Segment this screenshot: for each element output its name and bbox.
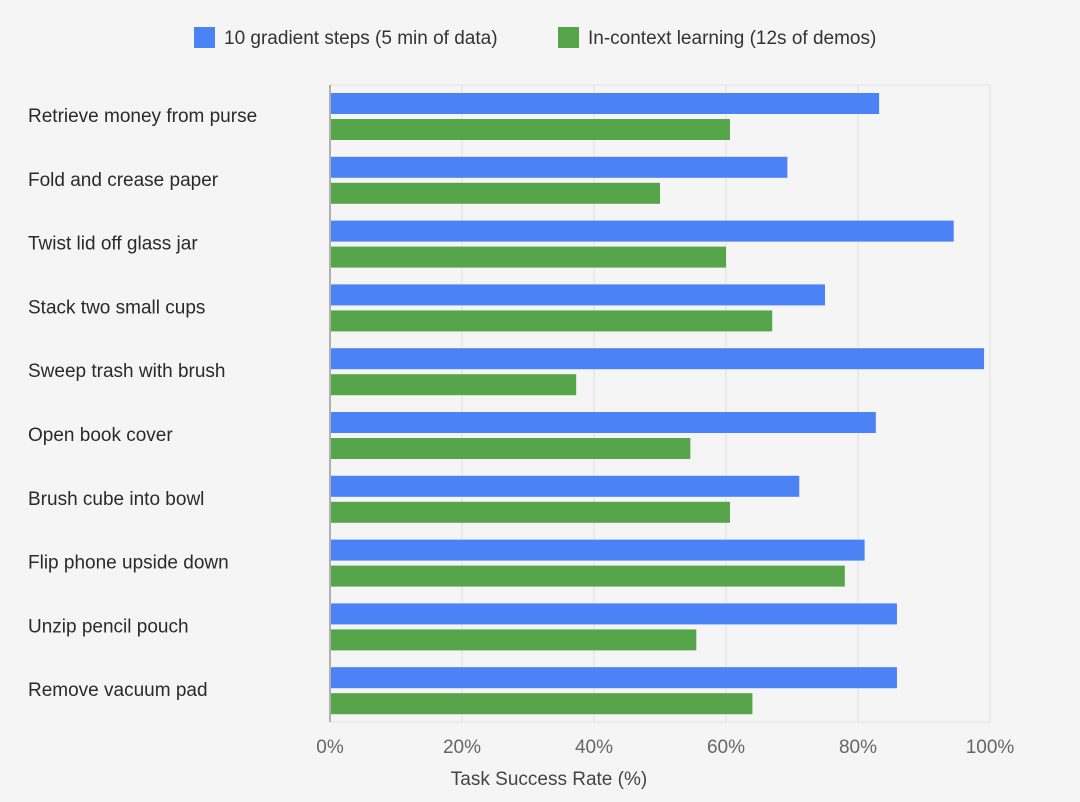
category-label: Open book cover [28, 425, 173, 446]
bar-in-context-learning [331, 565, 845, 587]
bar-in-context-learning [331, 501, 730, 523]
category-label: Stack two small cups [28, 297, 205, 318]
bar-in-context-learning [331, 629, 697, 651]
bar-in-context-learning [331, 119, 730, 140]
category-label: Unzip pencil pouch [28, 616, 189, 637]
x-tick-label: 40% [575, 737, 613, 758]
category-label: Sweep trash with brush [28, 361, 226, 382]
category-label: Retrieve money from purse [28, 106, 257, 127]
category-label: Twist lid off glass jar [28, 234, 198, 255]
x-tick-label: 0% [316, 737, 344, 758]
bar-gradient-steps [331, 156, 788, 178]
bar-gradient-steps [331, 667, 897, 689]
legend-label: In-context learning (12s of demos) [588, 28, 876, 49]
x-tick-label: 60% [707, 737, 745, 758]
x-tick-label: 80% [839, 737, 877, 758]
bar-gradient-steps [331, 412, 876, 433]
legend-swatch [194, 27, 215, 48]
bar-gradient-steps [331, 284, 825, 306]
category-label: Flip phone upside down [28, 553, 229, 574]
category-label: Brush cube into bowl [28, 489, 204, 510]
x-axis-title: Task Success Rate (%) [451, 769, 647, 790]
bar-in-context-learning [331, 310, 773, 332]
bar-gradient-steps [331, 348, 985, 370]
bar-gradient-steps [331, 220, 954, 242]
bar-gradient-steps [331, 475, 800, 497]
legend-swatch [558, 27, 579, 48]
x-tick-label: 100% [966, 737, 1015, 758]
bar-gradient-steps [331, 539, 865, 561]
category-label: Fold and crease paper [28, 170, 219, 191]
legend-label: 10 gradient steps (5 min of data) [224, 28, 498, 49]
x-tick-label: 20% [443, 737, 481, 758]
bar-in-context-learning [331, 246, 726, 268]
category-label: Remove vacuum pad [28, 680, 208, 701]
bar-gradient-steps [331, 603, 897, 625]
bar-in-context-learning [331, 693, 753, 715]
bar-in-context-learning [331, 182, 660, 204]
bar-in-context-learning [331, 374, 577, 396]
bar-in-context-learning [331, 438, 691, 459]
bar-gradient-steps [331, 93, 880, 114]
